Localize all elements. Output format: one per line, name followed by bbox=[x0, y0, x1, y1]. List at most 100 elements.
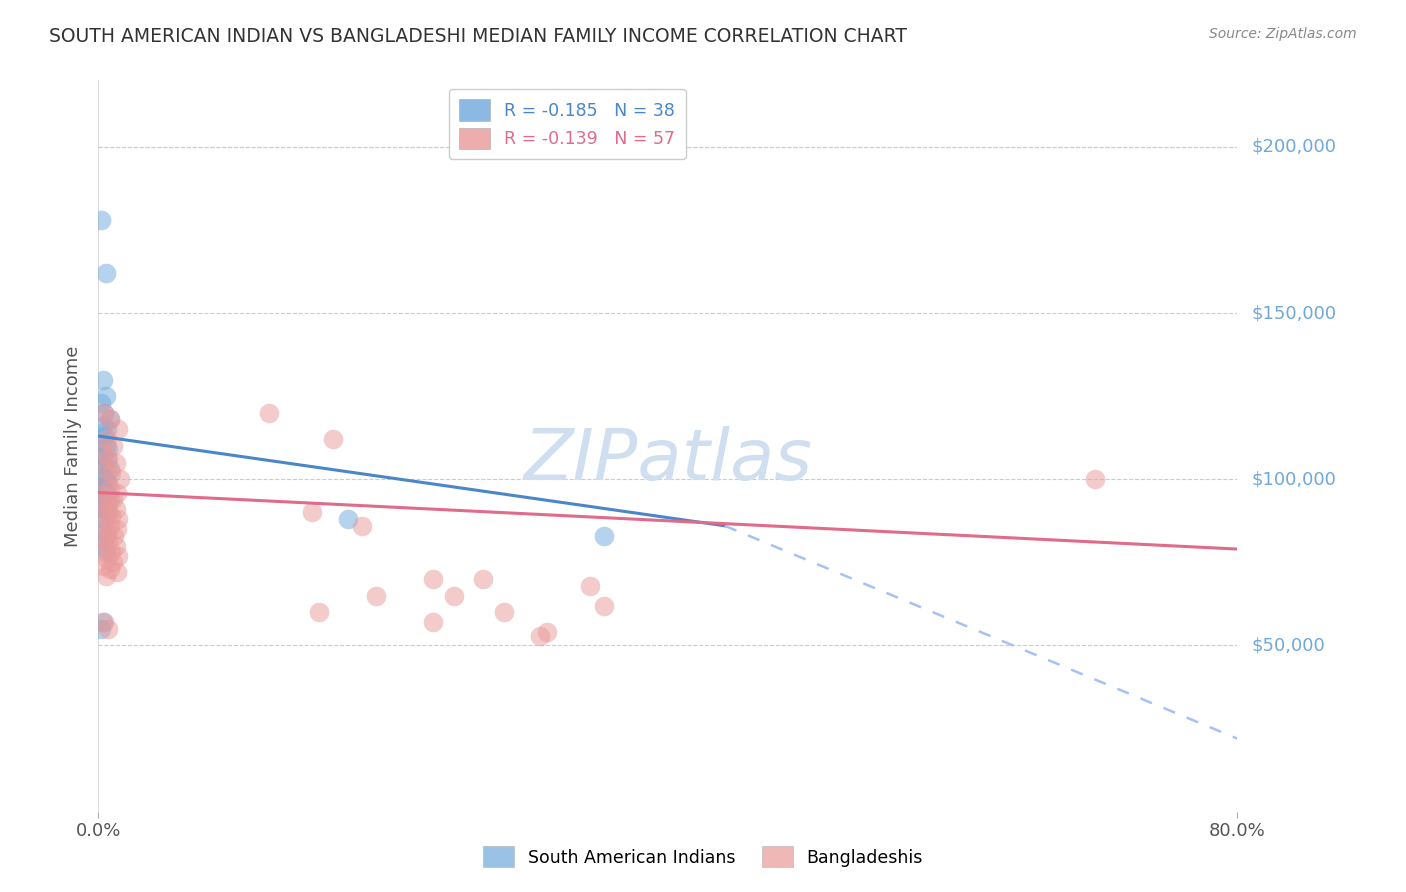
Point bbox=[91, 445, 114, 459]
Point bbox=[94, 472, 117, 486]
Point bbox=[259, 406, 281, 420]
Point bbox=[93, 429, 115, 443]
Point bbox=[98, 462, 121, 476]
Point bbox=[100, 508, 122, 523]
Point bbox=[93, 516, 115, 530]
Point bbox=[91, 495, 114, 509]
Point bbox=[98, 482, 121, 496]
Point bbox=[91, 532, 114, 546]
Point bbox=[90, 213, 112, 227]
Point bbox=[91, 372, 114, 386]
Point bbox=[422, 572, 444, 586]
Point bbox=[93, 482, 115, 496]
Point bbox=[91, 419, 114, 434]
Point bbox=[94, 389, 117, 403]
Point bbox=[97, 442, 120, 457]
Point bbox=[107, 549, 129, 563]
Point bbox=[578, 579, 600, 593]
Point bbox=[98, 492, 121, 507]
Point bbox=[91, 489, 114, 503]
Point bbox=[94, 462, 117, 476]
Point bbox=[91, 615, 114, 630]
Point bbox=[93, 406, 115, 420]
Point bbox=[90, 502, 112, 516]
Point bbox=[107, 512, 129, 526]
Point bbox=[96, 552, 118, 566]
Point bbox=[100, 545, 122, 559]
Point bbox=[90, 396, 112, 410]
Point bbox=[94, 542, 117, 557]
Point bbox=[96, 433, 118, 447]
Point bbox=[443, 589, 465, 603]
Point bbox=[91, 522, 114, 536]
Text: SOUTH AMERICAN INDIAN VS BANGLADESHI MEDIAN FAMILY INCOME CORRELATION CHART: SOUTH AMERICAN INDIAN VS BANGLADESHI MED… bbox=[49, 27, 907, 45]
Point bbox=[93, 512, 115, 526]
Point bbox=[494, 605, 516, 619]
Point bbox=[96, 422, 118, 436]
Point bbox=[350, 518, 373, 533]
Point bbox=[97, 506, 120, 520]
Point bbox=[93, 479, 115, 493]
Point bbox=[336, 512, 359, 526]
Point bbox=[96, 452, 118, 467]
Point bbox=[93, 406, 115, 420]
Point bbox=[529, 628, 551, 642]
Point bbox=[301, 506, 323, 520]
Text: $100,000: $100,000 bbox=[1251, 470, 1336, 488]
Point bbox=[97, 452, 120, 467]
Y-axis label: Median Family Income: Median Family Income bbox=[65, 345, 83, 547]
Point bbox=[94, 266, 117, 280]
Point bbox=[96, 529, 118, 543]
Point bbox=[592, 599, 614, 613]
Point bbox=[97, 475, 120, 490]
Text: $150,000: $150,000 bbox=[1251, 304, 1336, 322]
Point bbox=[107, 422, 129, 436]
Point bbox=[96, 485, 118, 500]
Point bbox=[97, 499, 120, 513]
Point bbox=[97, 622, 120, 636]
Point bbox=[94, 506, 117, 520]
Point bbox=[104, 456, 127, 470]
Point bbox=[308, 605, 330, 619]
Point bbox=[322, 433, 344, 447]
Point bbox=[104, 539, 127, 553]
Legend: R = -0.185   N = 38, R = -0.139   N = 57: R = -0.185 N = 38, R = -0.139 N = 57 bbox=[449, 89, 686, 159]
Point bbox=[94, 545, 117, 559]
Point bbox=[90, 539, 112, 553]
Point bbox=[90, 456, 112, 470]
Point bbox=[91, 469, 114, 483]
Point bbox=[98, 562, 121, 576]
Point bbox=[101, 492, 124, 507]
Text: Source: ZipAtlas.com: Source: ZipAtlas.com bbox=[1209, 27, 1357, 41]
Point bbox=[471, 572, 494, 586]
Text: $50,000: $50,000 bbox=[1251, 637, 1324, 655]
Point bbox=[97, 535, 120, 549]
Point bbox=[100, 466, 122, 480]
Text: ZIPatlas: ZIPatlas bbox=[523, 426, 813, 495]
Point bbox=[105, 566, 128, 580]
Point bbox=[93, 615, 115, 630]
Point bbox=[96, 525, 118, 540]
Point bbox=[536, 625, 558, 640]
Point bbox=[94, 439, 117, 453]
Point bbox=[105, 522, 128, 536]
Point bbox=[364, 589, 387, 603]
Point bbox=[1084, 472, 1107, 486]
Point bbox=[90, 622, 112, 636]
Point bbox=[91, 449, 114, 463]
Point bbox=[96, 489, 118, 503]
Point bbox=[91, 558, 114, 573]
Point bbox=[104, 502, 127, 516]
Point bbox=[98, 412, 121, 426]
Point bbox=[101, 439, 124, 453]
Point bbox=[103, 529, 125, 543]
Point bbox=[98, 412, 121, 426]
Point bbox=[90, 479, 112, 493]
Point bbox=[101, 555, 124, 569]
Point bbox=[93, 458, 115, 473]
Point bbox=[90, 435, 112, 450]
Point bbox=[108, 472, 131, 486]
Legend: South American Indians, Bangladeshis: South American Indians, Bangladeshis bbox=[477, 839, 929, 874]
Text: $200,000: $200,000 bbox=[1251, 137, 1336, 156]
Point bbox=[105, 485, 128, 500]
